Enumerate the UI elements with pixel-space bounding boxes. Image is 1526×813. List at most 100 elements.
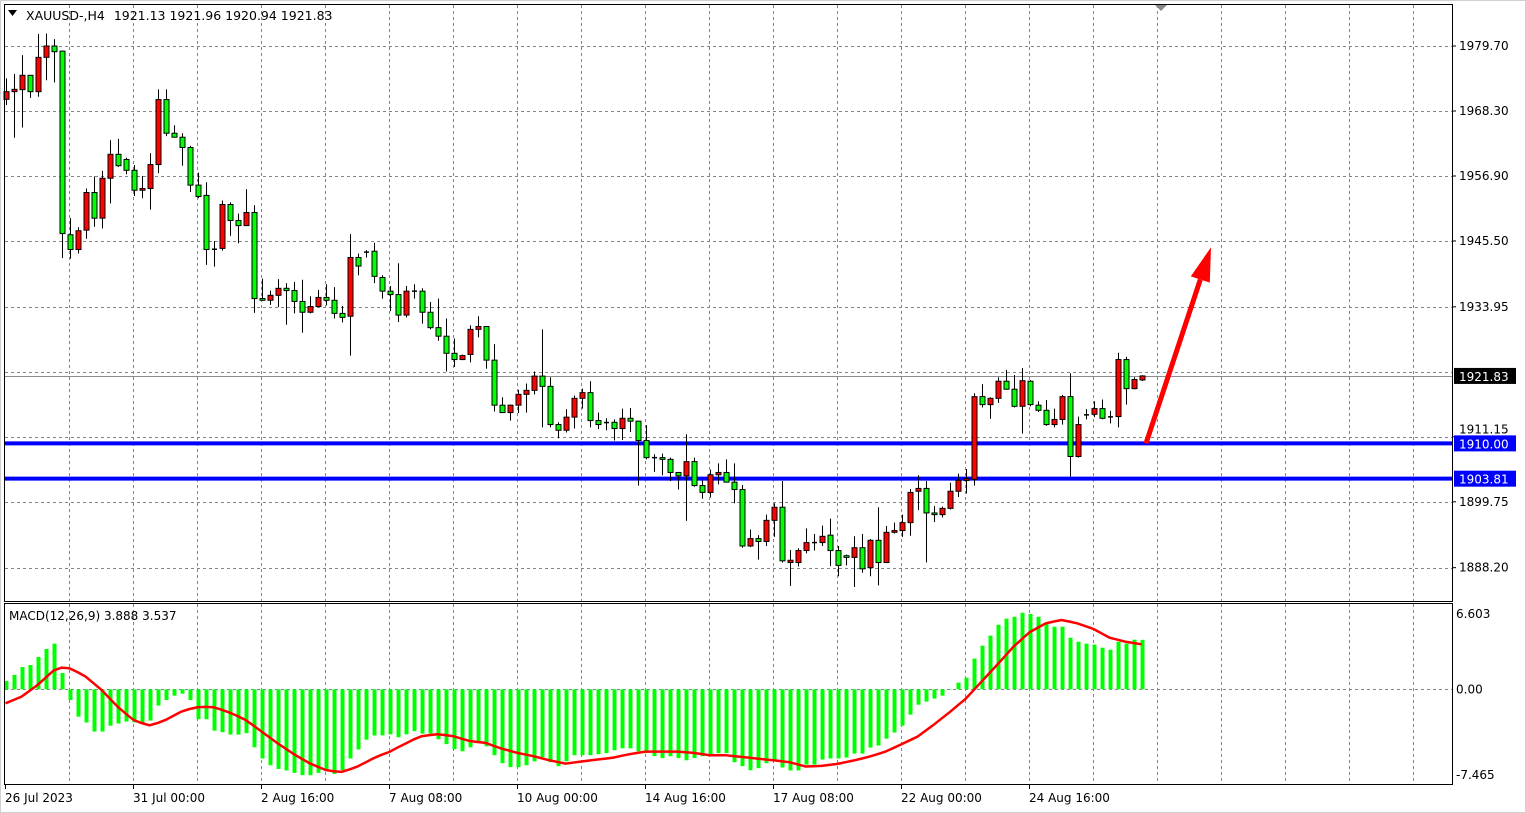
candle-body: [867, 539, 874, 569]
candle-body: [163, 99, 170, 134]
candle: [675, 471, 682, 490]
macd-histogram-bar: [180, 689, 185, 694]
candle-body: [171, 132, 178, 138]
macd-histogram-bar: [268, 689, 273, 766]
candle: [635, 420, 642, 486]
candle: [611, 419, 618, 441]
macd-signal-line: [5, 618, 1142, 774]
candle: [587, 381, 594, 428]
macd-histogram-bar: [828, 689, 833, 759]
candle-body: [435, 327, 442, 337]
candle: [419, 288, 426, 324]
candle: [971, 393, 978, 486]
candle: [155, 89, 162, 174]
candle-body: [1091, 408, 1098, 415]
candle: [75, 227, 82, 254]
macd-histogram-bar: [1076, 641, 1081, 690]
candle-body: [43, 45, 50, 58]
candle-body: [459, 355, 466, 361]
arrow-head-icon[interactable]: [1190, 247, 1211, 283]
candle-body: [219, 203, 226, 249]
candle-body: [579, 392, 586, 399]
macd-histogram-bar: [140, 689, 145, 724]
candle: [1067, 373, 1074, 477]
candle: [851, 536, 858, 588]
candle-body: [835, 550, 842, 566]
time-label: 14 Aug 16:00: [645, 791, 726, 805]
candle: [59, 50, 66, 259]
candle-body: [611, 421, 618, 430]
candle-body: [195, 184, 202, 198]
candle: [483, 326, 490, 369]
macd-histogram-bar: [36, 656, 41, 690]
macd-histogram-bar: [780, 689, 785, 768]
candle-body: [979, 396, 986, 406]
candle-body: [99, 177, 106, 219]
candle-body: [403, 290, 410, 316]
macd-histogram-bar: [1044, 623, 1049, 690]
candle-body: [547, 385, 554, 426]
triangle-down-icon[interactable]: [8, 10, 17, 16]
macd-histogram-bar: [460, 689, 465, 752]
macd-histogram-bar: [444, 689, 449, 745]
candle-body: [427, 311, 434, 329]
candle-body: [307, 306, 314, 313]
macd-histogram-bar: [348, 689, 353, 759]
candle-body: [931, 512, 938, 516]
candles: [3, 33, 1146, 588]
candle: [683, 434, 690, 521]
candle-body: [91, 192, 98, 219]
candle: [899, 514, 906, 537]
time-label: 31 Jul 00:00: [133, 791, 205, 805]
candle: [652, 454, 657, 472]
candle: [1099, 399, 1106, 420]
candle-body: [331, 299, 338, 314]
candle: [1108, 410, 1113, 424]
candle: [195, 172, 202, 199]
candle: [915, 475, 922, 511]
candle-body: [283, 287, 290, 292]
candle: [323, 284, 330, 306]
candle-body: [531, 375, 538, 391]
candle-body: [891, 530, 898, 533]
macd-histogram-bar: [916, 689, 921, 705]
candle: [627, 408, 634, 432]
arrow-shaft[interactable]: [1143, 278, 1203, 445]
candle-body: [19, 74, 26, 91]
candle-body: [491, 359, 498, 406]
candle: [931, 506, 938, 523]
candle: [883, 526, 890, 564]
macd-histogram-bar: [924, 689, 929, 702]
macd-histogram-bar: [4, 681, 9, 690]
macd-histogram-bar: [844, 689, 849, 758]
candle-body: [267, 294, 274, 301]
candle: [843, 554, 850, 566]
candle-body: [243, 211, 250, 227]
candle-body: [787, 559, 794, 564]
chart-shift-triangle-icon[interactable]: [1155, 5, 1167, 11]
macd-histogram-bar: [964, 677, 969, 690]
candle: [179, 133, 186, 166]
candle: [99, 170, 106, 229]
time-label: 10 Aug 00:00: [517, 791, 598, 805]
macd-histogram-bar: [1116, 641, 1121, 690]
candle-body: [259, 298, 266, 301]
candle-body: [731, 481, 738, 491]
candle: [995, 377, 1002, 403]
current-price-badge: [1454, 367, 1516, 384]
candle: [243, 189, 250, 227]
macd-histogram-bar: [164, 689, 169, 700]
price-tick-label: 1933.95: [1459, 300, 1509, 314]
candle-body: [707, 474, 714, 493]
candle: [259, 278, 266, 301]
candle: [83, 188, 90, 239]
candle-body: [715, 471, 722, 476]
candle-body: [635, 420, 642, 442]
time-label: 17 Aug 08:00: [773, 791, 854, 805]
candle: [299, 279, 306, 333]
trend-arrow[interactable]: [1143, 247, 1211, 445]
macd-histogram-bar: [588, 689, 593, 756]
candle-body: [819, 535, 826, 544]
